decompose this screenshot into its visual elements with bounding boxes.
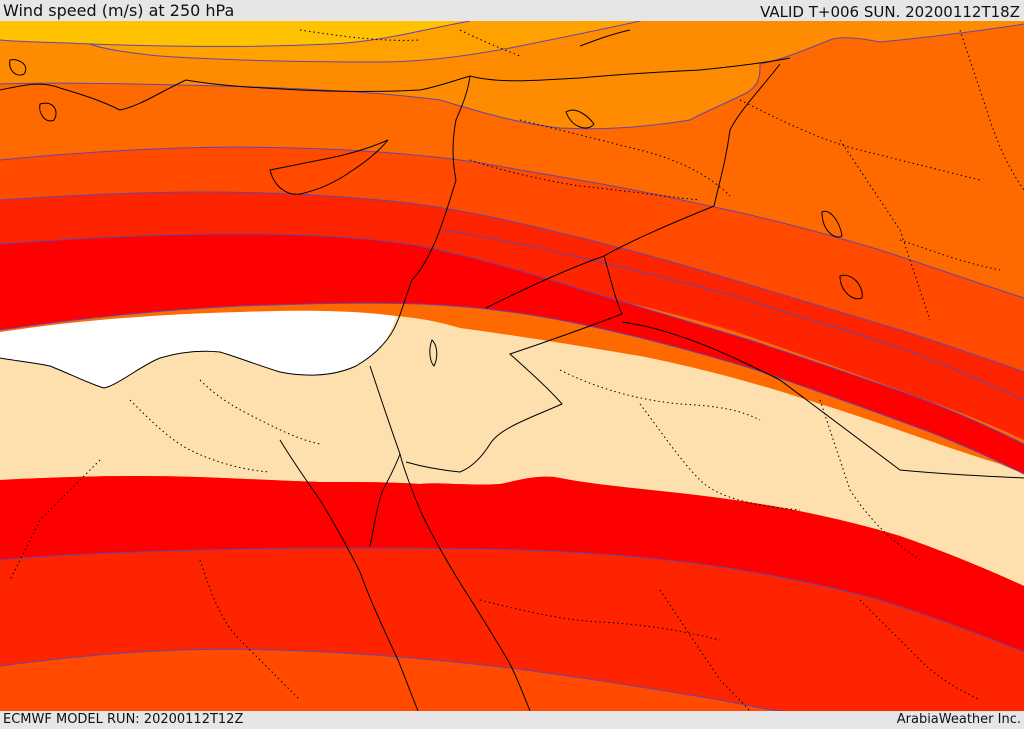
aegean-island-2: [39, 102, 57, 122]
saudi-iraq-border-east: [621, 321, 1024, 479]
dotted-border: [199, 559, 301, 701]
dotted-border: [519, 119, 731, 197]
contour-line: [439, 229, 1024, 401]
coastlines: [0, 29, 1024, 711]
aegean-islands: [9, 59, 27, 76]
red-sea-west-coast: [279, 439, 419, 711]
band-red-north: [0, 234, 1024, 474]
credit-label: ArabiaWeather Inc.: [896, 712, 1021, 727]
dotted-border: [959, 29, 1024, 191]
dotted-border: [479, 599, 721, 641]
cyprus-island: [269, 139, 389, 195]
header-bar: Wind speed (m/s) at 250 hPa VALID T+006 …: [0, 0, 1024, 21]
contour-line: [0, 547, 1024, 653]
province-borders: [9, 29, 1024, 711]
contour-line: [0, 146, 1024, 299]
dotted-border: [659, 589, 751, 711]
contour-line: [0, 21, 471, 47]
valid-time-label: VALID T+006 SUN. 20200112T18Z: [760, 3, 1020, 21]
dotted-border: [559, 369, 761, 421]
turkey-syria-border: [469, 57, 791, 82]
wind-speed-map: [0, 21, 1024, 711]
footer-bar: ECMWF MODEL RUN: 20200112T12Z ArabiaWeat…: [0, 711, 1024, 729]
contour-line: [0, 191, 1024, 373]
dotted-border: [469, 159, 701, 201]
band-amber: [90, 21, 640, 62]
red-sea-east-coast: [399, 453, 531, 711]
jordan-saudi-border: [405, 255, 623, 473]
dotted-border: [459, 29, 521, 57]
dotted-border: [859, 599, 981, 701]
dotted-border: [129, 399, 271, 473]
turkey-coast: [0, 75, 471, 111]
wind-contours: [0, 21, 1024, 711]
dotted-border: [819, 399, 921, 561]
caspian-lake: [565, 109, 595, 129]
jet-core-region: [0, 310, 396, 388]
dotted-border: [639, 403, 801, 511]
syria-iraq-border: [713, 63, 781, 207]
band-yellow: [0, 21, 470, 47]
model-run-label: ECMWF MODEL RUN: 20200112T12Z: [3, 712, 244, 727]
map-title: Wind speed (m/s) at 250 hPa: [3, 1, 235, 20]
map-frame: [0, 21, 1024, 711]
contour-line: [0, 302, 1024, 475]
contour-line: [0, 648, 781, 711]
dotted-border: [839, 139, 931, 321]
iran-lake-2: [839, 274, 863, 300]
black-sea-coast: [579, 29, 631, 47]
band-red-south: [0, 476, 1024, 652]
dead-sea: [429, 339, 438, 367]
dotted-border: [199, 379, 321, 445]
band-orange-red-south: [0, 649, 780, 711]
iran-lake: [821, 210, 843, 238]
band-light-orange: [0, 21, 1024, 129]
gulf-of-suez: [369, 365, 401, 547]
calm-region: [0, 316, 1024, 586]
levant-coast: [397, 75, 471, 321]
dotted-border: [899, 239, 1001, 271]
contour-line: [0, 233, 1024, 445]
dotted-border: [739, 99, 981, 181]
egypt-coast: [0, 319, 399, 389]
dotted-border: [9, 459, 101, 581]
contour-line: [89, 21, 641, 63]
